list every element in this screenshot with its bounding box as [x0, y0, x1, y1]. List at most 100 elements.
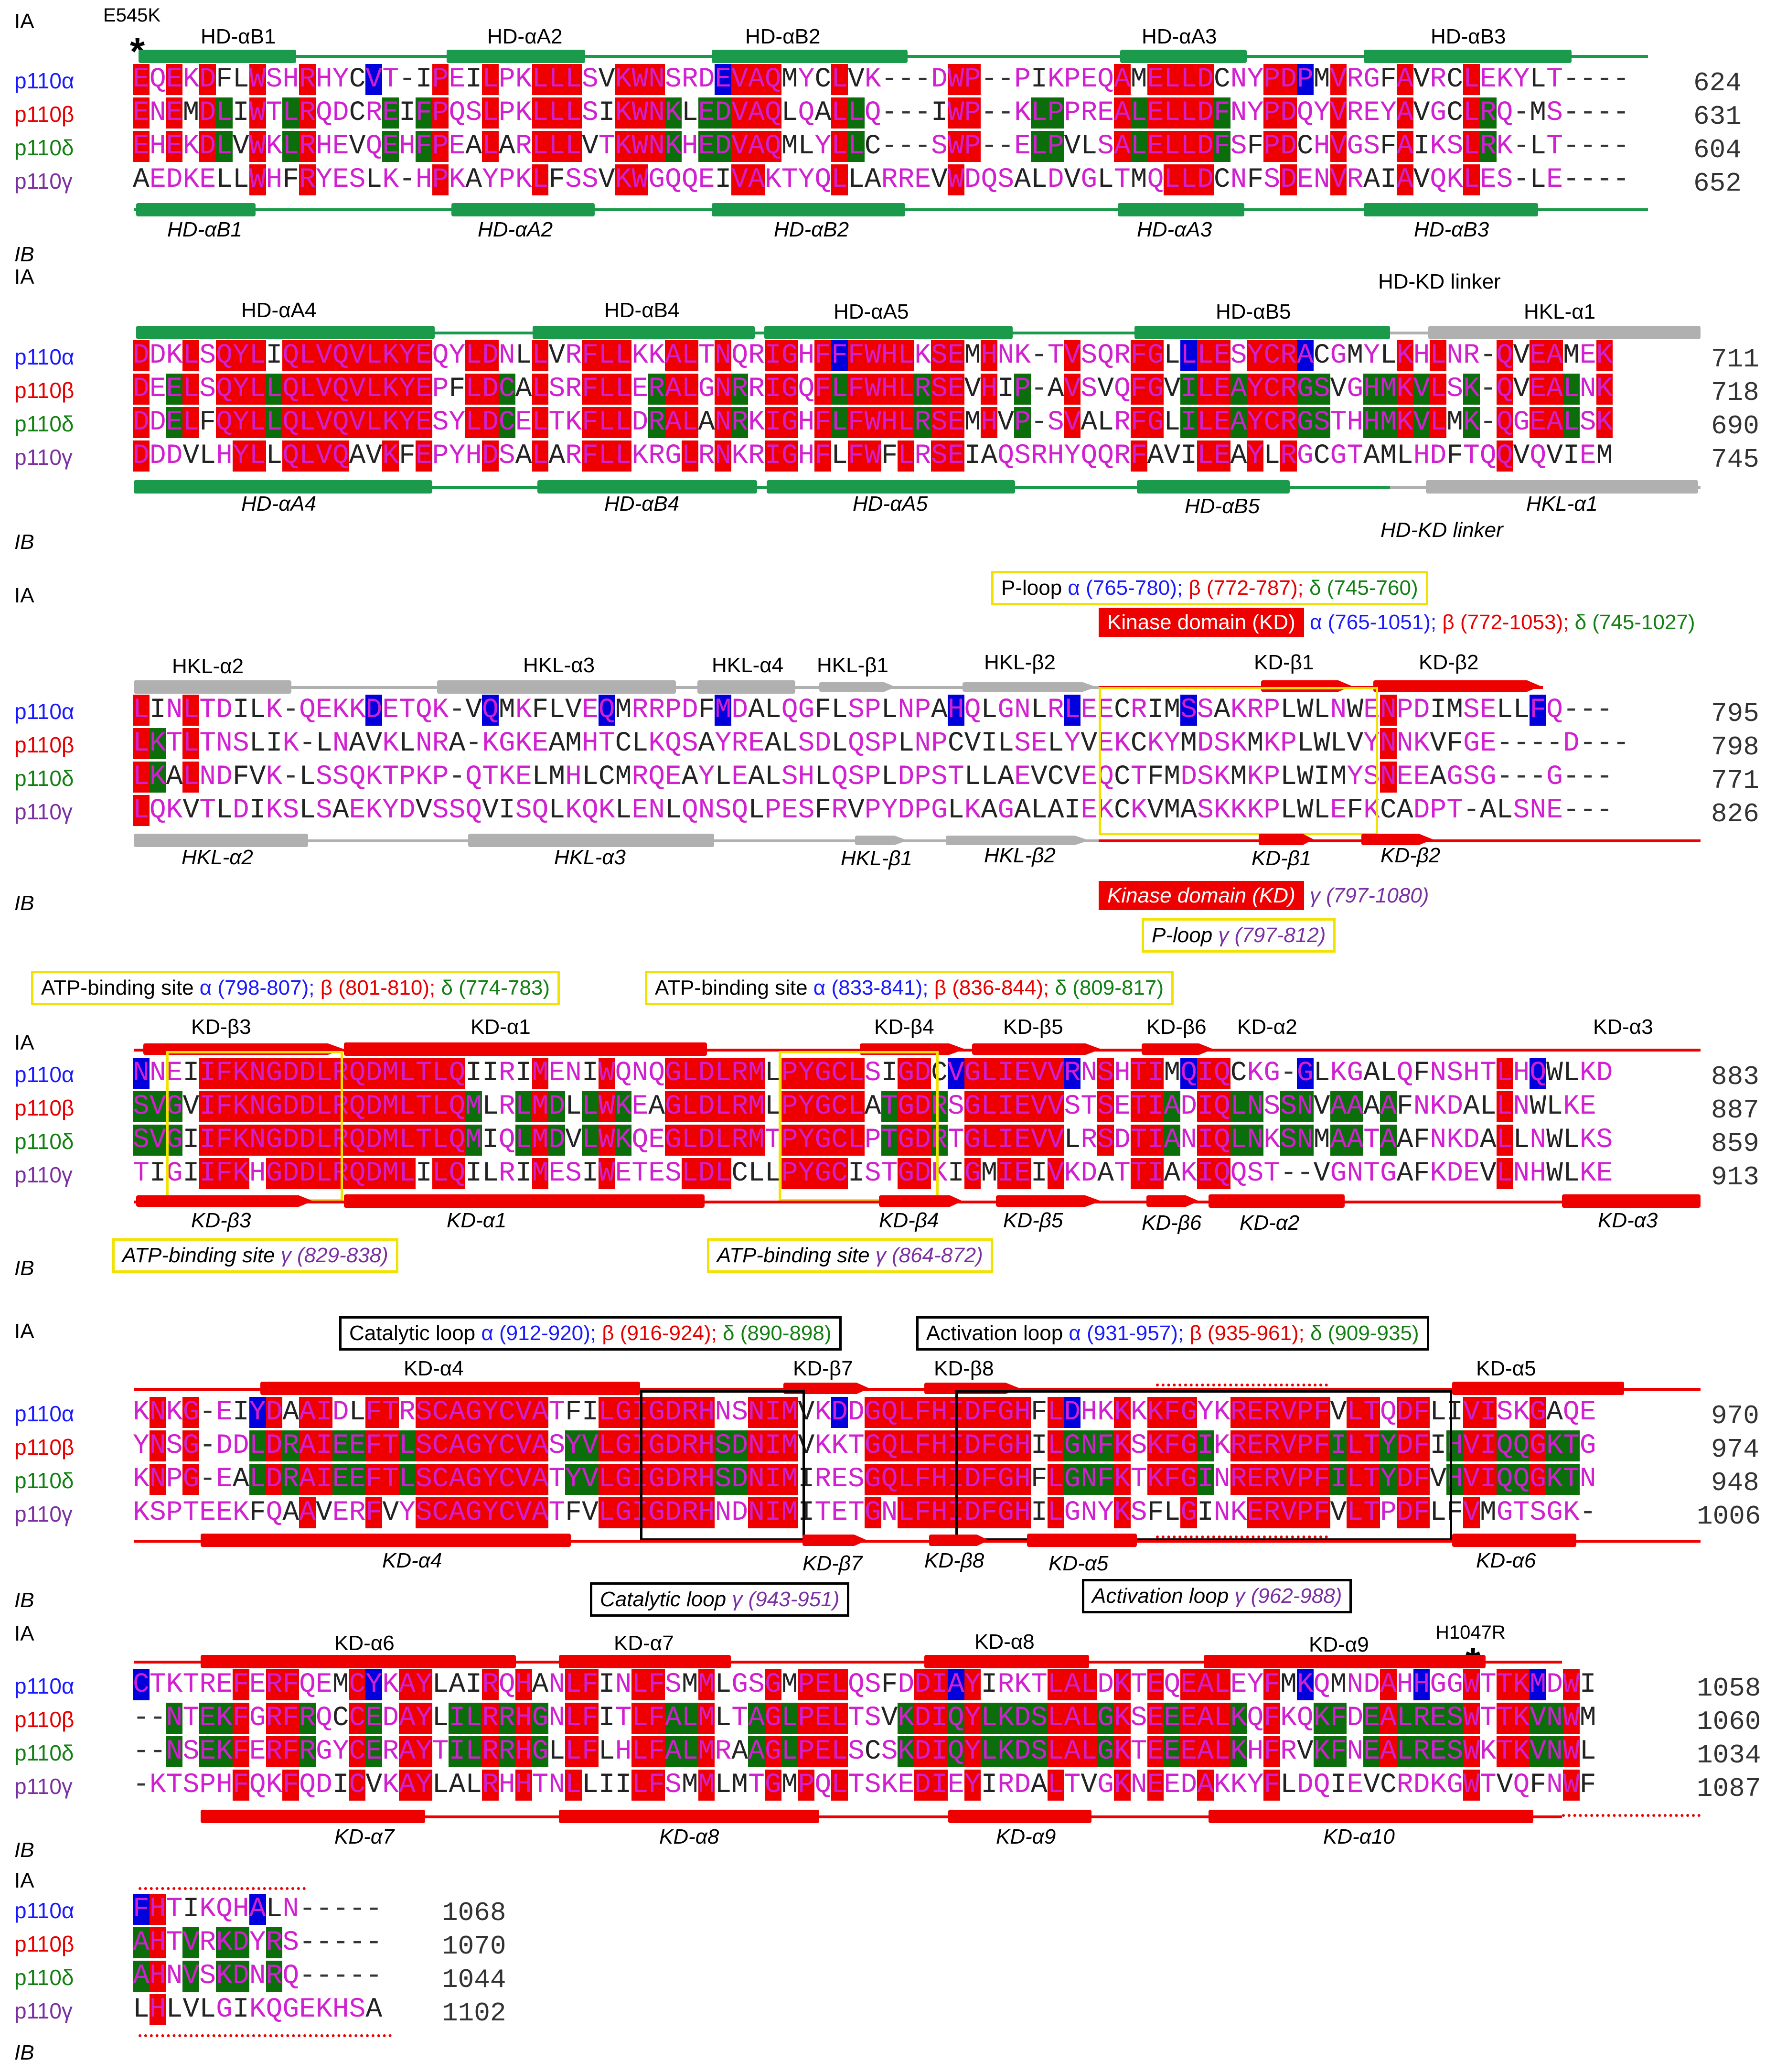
residue: I	[764, 1397, 781, 1428]
residue: M	[1130, 64, 1147, 95]
residue: I	[581, 1158, 599, 1189]
residue: E	[947, 374, 964, 405]
residue: T	[133, 1158, 150, 1189]
residue: V	[515, 1497, 532, 1528]
residue: L	[1463, 131, 1480, 162]
residue: L	[898, 1397, 915, 1428]
residue: C	[1263, 340, 1281, 371]
residue: R	[1263, 1430, 1281, 1461]
residue: G	[266, 1091, 283, 1122]
residue: N	[1330, 695, 1347, 726]
residue: L	[565, 64, 582, 95]
residue: I	[997, 374, 1015, 405]
residue: H	[149, 131, 166, 162]
residue: W	[864, 340, 881, 371]
residue: G	[731, 1669, 749, 1700]
residue: M	[565, 728, 582, 759]
residue: -	[1579, 164, 1596, 195]
residue: H	[315, 131, 332, 162]
residue: R	[648, 407, 665, 438]
residue: T	[881, 1091, 898, 1122]
residue: Y	[482, 1464, 499, 1495]
residue: D	[931, 64, 948, 95]
residue: E	[1347, 1770, 1364, 1801]
residue: T	[1130, 1736, 1147, 1767]
residue: -	[1613, 97, 1630, 129]
residue: H	[798, 340, 815, 371]
residue: W	[1296, 795, 1314, 826]
residue: H	[315, 64, 332, 95]
residue: L	[615, 374, 632, 405]
residue: V	[581, 1430, 599, 1461]
element-kd-a10-bottom	[1209, 1810, 1533, 1823]
residue: Q	[615, 1058, 632, 1089]
residue: -	[1613, 728, 1630, 759]
residue: L	[1197, 374, 1214, 405]
residue: L	[1562, 407, 1580, 438]
residue: A	[166, 762, 183, 793]
residue: Q	[1113, 374, 1131, 405]
residue: K	[598, 795, 615, 826]
residue: L	[299, 374, 316, 405]
residue: L	[1430, 374, 1447, 405]
element-hd-aa3-top	[1120, 50, 1247, 63]
residue: N	[1180, 1125, 1197, 1156]
residue: T	[1030, 1669, 1048, 1700]
residue: Q	[1496, 440, 1513, 472]
residue: A	[465, 131, 482, 162]
residue: E	[332, 1497, 349, 1528]
residue: L	[1463, 97, 1480, 129]
residue: L	[1164, 64, 1181, 95]
residue: S	[1081, 374, 1098, 405]
residue: T	[266, 97, 283, 129]
residue: L	[1380, 1058, 1397, 1089]
residue: K	[182, 64, 200, 95]
residue: D	[631, 407, 649, 438]
residue: N	[1380, 728, 1397, 759]
residue: A	[1463, 1091, 1480, 1122]
residue: T	[1463, 440, 1480, 472]
residue: S	[1097, 131, 1114, 162]
residue: T	[432, 1736, 449, 1767]
residue: P	[781, 1158, 798, 1189]
residue: F	[1413, 1430, 1430, 1461]
residue: A	[1197, 1736, 1214, 1767]
residue: L	[1030, 795, 1048, 826]
residue: D	[365, 1058, 383, 1089]
residue: N	[1513, 1091, 1530, 1122]
residue: E	[631, 795, 649, 826]
residue: V	[847, 795, 865, 826]
residue: I	[515, 1058, 532, 1089]
residue: L	[565, 1703, 582, 1734]
residue: R	[299, 97, 316, 129]
residue: Q	[349, 1125, 366, 1156]
residue: E	[581, 695, 599, 726]
residue: R	[565, 440, 582, 472]
residue: R	[299, 164, 316, 195]
element-hd-aa4-top	[136, 326, 435, 339]
residue: Y	[1097, 1497, 1114, 1528]
residue: Q	[648, 762, 665, 793]
residue: P	[665, 695, 682, 726]
residue: F	[581, 440, 599, 472]
residue: L	[282, 97, 300, 129]
residue: L	[399, 1430, 416, 1461]
residue: T	[1562, 1464, 1580, 1495]
residue: F	[365, 1397, 383, 1428]
element-hd-ab2-bottom	[712, 203, 905, 216]
residue: L	[216, 97, 233, 129]
row-name-p110b: p110β	[14, 1095, 75, 1120]
residue: Q	[1247, 1703, 1264, 1734]
residue: L	[232, 164, 249, 195]
residue: Y	[1313, 97, 1330, 129]
residue: P	[1014, 64, 1031, 95]
residue: R	[482, 1770, 499, 1801]
residue: S	[1596, 1125, 1613, 1156]
residue: E	[1147, 97, 1164, 129]
residue: E	[166, 131, 183, 162]
residue: P	[1064, 97, 1081, 129]
residue: R	[1230, 1397, 1247, 1428]
residue: E	[947, 440, 964, 472]
end-position-p110a: 795	[1711, 698, 1759, 729]
residue: -	[981, 131, 998, 162]
